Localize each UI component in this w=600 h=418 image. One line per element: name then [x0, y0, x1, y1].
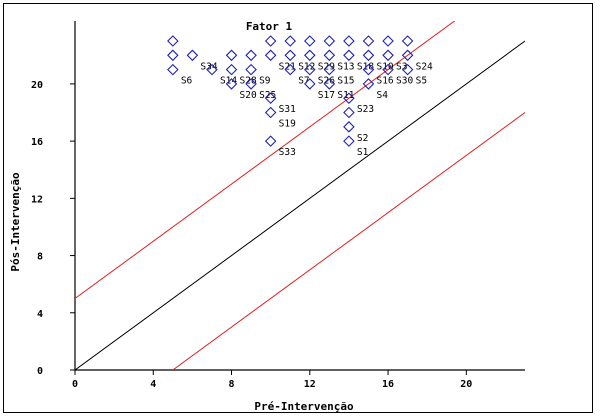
- y-tick-label: 8: [37, 252, 43, 263]
- data-point-marker: [401, 63, 414, 76]
- data-point-marker: [245, 63, 257, 76]
- x-tick-label: 16: [382, 379, 394, 390]
- y-tick-label: 12: [31, 194, 43, 205]
- data-point-marker: [401, 49, 414, 62]
- data-point-label: S19: [279, 119, 296, 130]
- data-point-marker: [362, 78, 375, 90]
- x-tick-label: 4: [150, 379, 156, 390]
- data-point-marker: [245, 78, 257, 90]
- x-tick-label: 8: [229, 379, 235, 390]
- data-point-marker: [304, 49, 316, 62]
- data-point-marker: [225, 49, 238, 62]
- data-point-marker: [323, 49, 336, 62]
- data-point-label: S5: [416, 76, 427, 87]
- reference-lines: [75, 21, 525, 370]
- data-point-label: S31: [279, 104, 296, 115]
- data-point-marker: [167, 63, 179, 76]
- y-tick-label: 20: [31, 80, 43, 91]
- data-point-marker: [284, 35, 296, 47]
- data-point-marker: [343, 121, 355, 133]
- data-point-marker: [264, 49, 277, 62]
- data-point-marker: [225, 63, 238, 76]
- data-point-label: S23: [357, 104, 374, 115]
- data-point-marker: [382, 63, 394, 76]
- data-point-marker: [323, 35, 336, 47]
- figure-frame: Fator 1 0 4 8 12 16 20 0 4 8 12 16 20 S34 S21 S12 S29 S1…: [3, 3, 593, 413]
- data-point-label: S25: [259, 90, 276, 101]
- data-point-marker: [284, 63, 296, 76]
- data-point-marker: [167, 49, 179, 62]
- data-point-marker: [382, 35, 394, 47]
- y-tick-label: 16: [31, 137, 43, 148]
- data-point-marker: [401, 35, 414, 47]
- data-point-label: S3: [396, 61, 407, 72]
- data-point-label: S1: [357, 147, 369, 158]
- data-point-marker: [264, 92, 277, 104]
- data-point-label: S2: [357, 133, 368, 144]
- data-point-marker: [186, 49, 199, 62]
- data-point-label: S9: [259, 76, 271, 87]
- data-point-marker: [362, 49, 375, 62]
- y-axis-label: Pós-Intervenção: [9, 172, 22, 272]
- data-point-marker: [264, 135, 277, 147]
- data-point-marker: [284, 49, 296, 62]
- data-point-marker: [362, 63, 375, 76]
- data-point-marker: [343, 135, 355, 147]
- data-point-label: S16: [376, 76, 393, 87]
- x-tick-label: 20: [460, 379, 472, 390]
- x-tick-label: 0: [72, 379, 78, 390]
- data-point-marker: [264, 106, 277, 119]
- chart-title: Fator 1: [246, 20, 293, 33]
- data-point-label: S12: [298, 61, 315, 72]
- data-point-marker: [323, 78, 336, 90]
- data-point-marker: [323, 63, 336, 76]
- data-point-label: S4: [376, 90, 388, 101]
- data-point-marker: [343, 49, 355, 62]
- data-point-marker: [304, 78, 316, 90]
- data-point-label: S7: [298, 76, 309, 87]
- data-point-label: S20: [240, 90, 257, 101]
- data-point-label: S33: [279, 147, 296, 158]
- data-point-marker: [245, 49, 257, 62]
- reference-line: [75, 21, 456, 299]
- data-point-marker: [206, 63, 218, 76]
- data-point-label: S17: [318, 90, 335, 101]
- data-point-label: S30: [396, 76, 413, 87]
- data-point-marker: [225, 78, 238, 90]
- data-point-label: S13: [337, 61, 354, 72]
- data-point-label: S6: [181, 76, 193, 87]
- reference-line: [75, 40, 525, 370]
- data-point-marker: [343, 106, 355, 119]
- y-tick-label: 4: [37, 309, 43, 320]
- y-tick-label: 0: [37, 366, 43, 377]
- data-point-marker: [167, 35, 179, 47]
- data-point-label: S15: [337, 76, 354, 87]
- data-point-marker: [382, 49, 394, 62]
- x-axis-label: Pré-Intervenção: [254, 400, 354, 413]
- data-point-marker: [343, 35, 355, 47]
- data-point-marker: [362, 35, 375, 47]
- data-point-label: S24: [416, 61, 433, 72]
- data-point-marker: [304, 35, 316, 47]
- reference-line: [172, 112, 525, 370]
- data-point-marker: [264, 35, 277, 47]
- data-point-marker: [304, 63, 316, 76]
- x-tick-label: 12: [304, 379, 316, 390]
- data-point-marker: [343, 92, 355, 104]
